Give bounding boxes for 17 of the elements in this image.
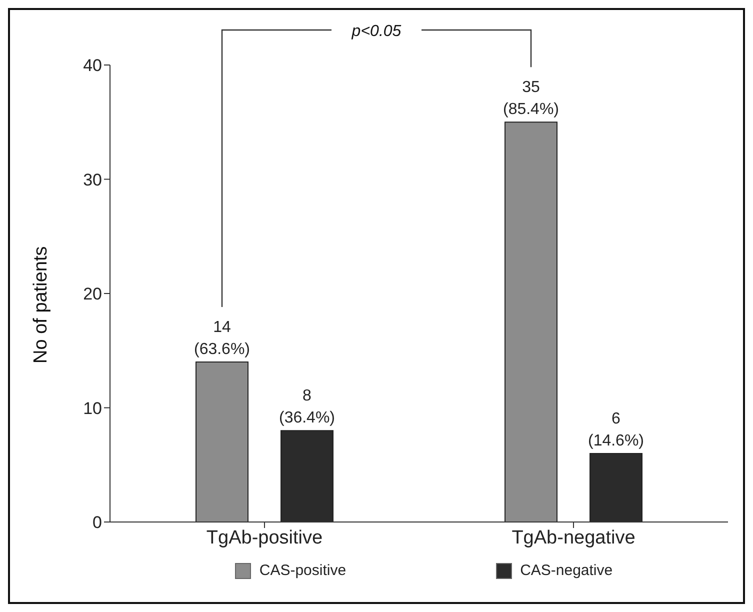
- y-tick-label: 30: [83, 170, 102, 190]
- y-tick-label: 40: [83, 56, 102, 76]
- y-tick-label: 10: [83, 398, 102, 418]
- data-label: 8 (36.4%): [278, 388, 336, 427]
- y-tick-label: 0: [92, 513, 102, 532]
- legend-label: CAS-negative: [520, 562, 613, 579]
- data-label: 6 (14.6%): [588, 410, 644, 450]
- text: p<0.05: [350, 23, 402, 40]
- x-tick-label: TgAb-positive: [206, 527, 323, 548]
- data-label: 35 (85.4%): [502, 79, 560, 118]
- y-axis-title: No of patients: [30, 246, 52, 364]
- legend-label: CAS-positive: [259, 562, 346, 579]
- y-tick-label: 20: [83, 284, 102, 304]
- data-label: 14 (63.6%): [194, 319, 250, 358]
- bar: [504, 122, 558, 522]
- x-tick-label: TgAb-negative: [512, 527, 636, 548]
- bar: [196, 362, 248, 522]
